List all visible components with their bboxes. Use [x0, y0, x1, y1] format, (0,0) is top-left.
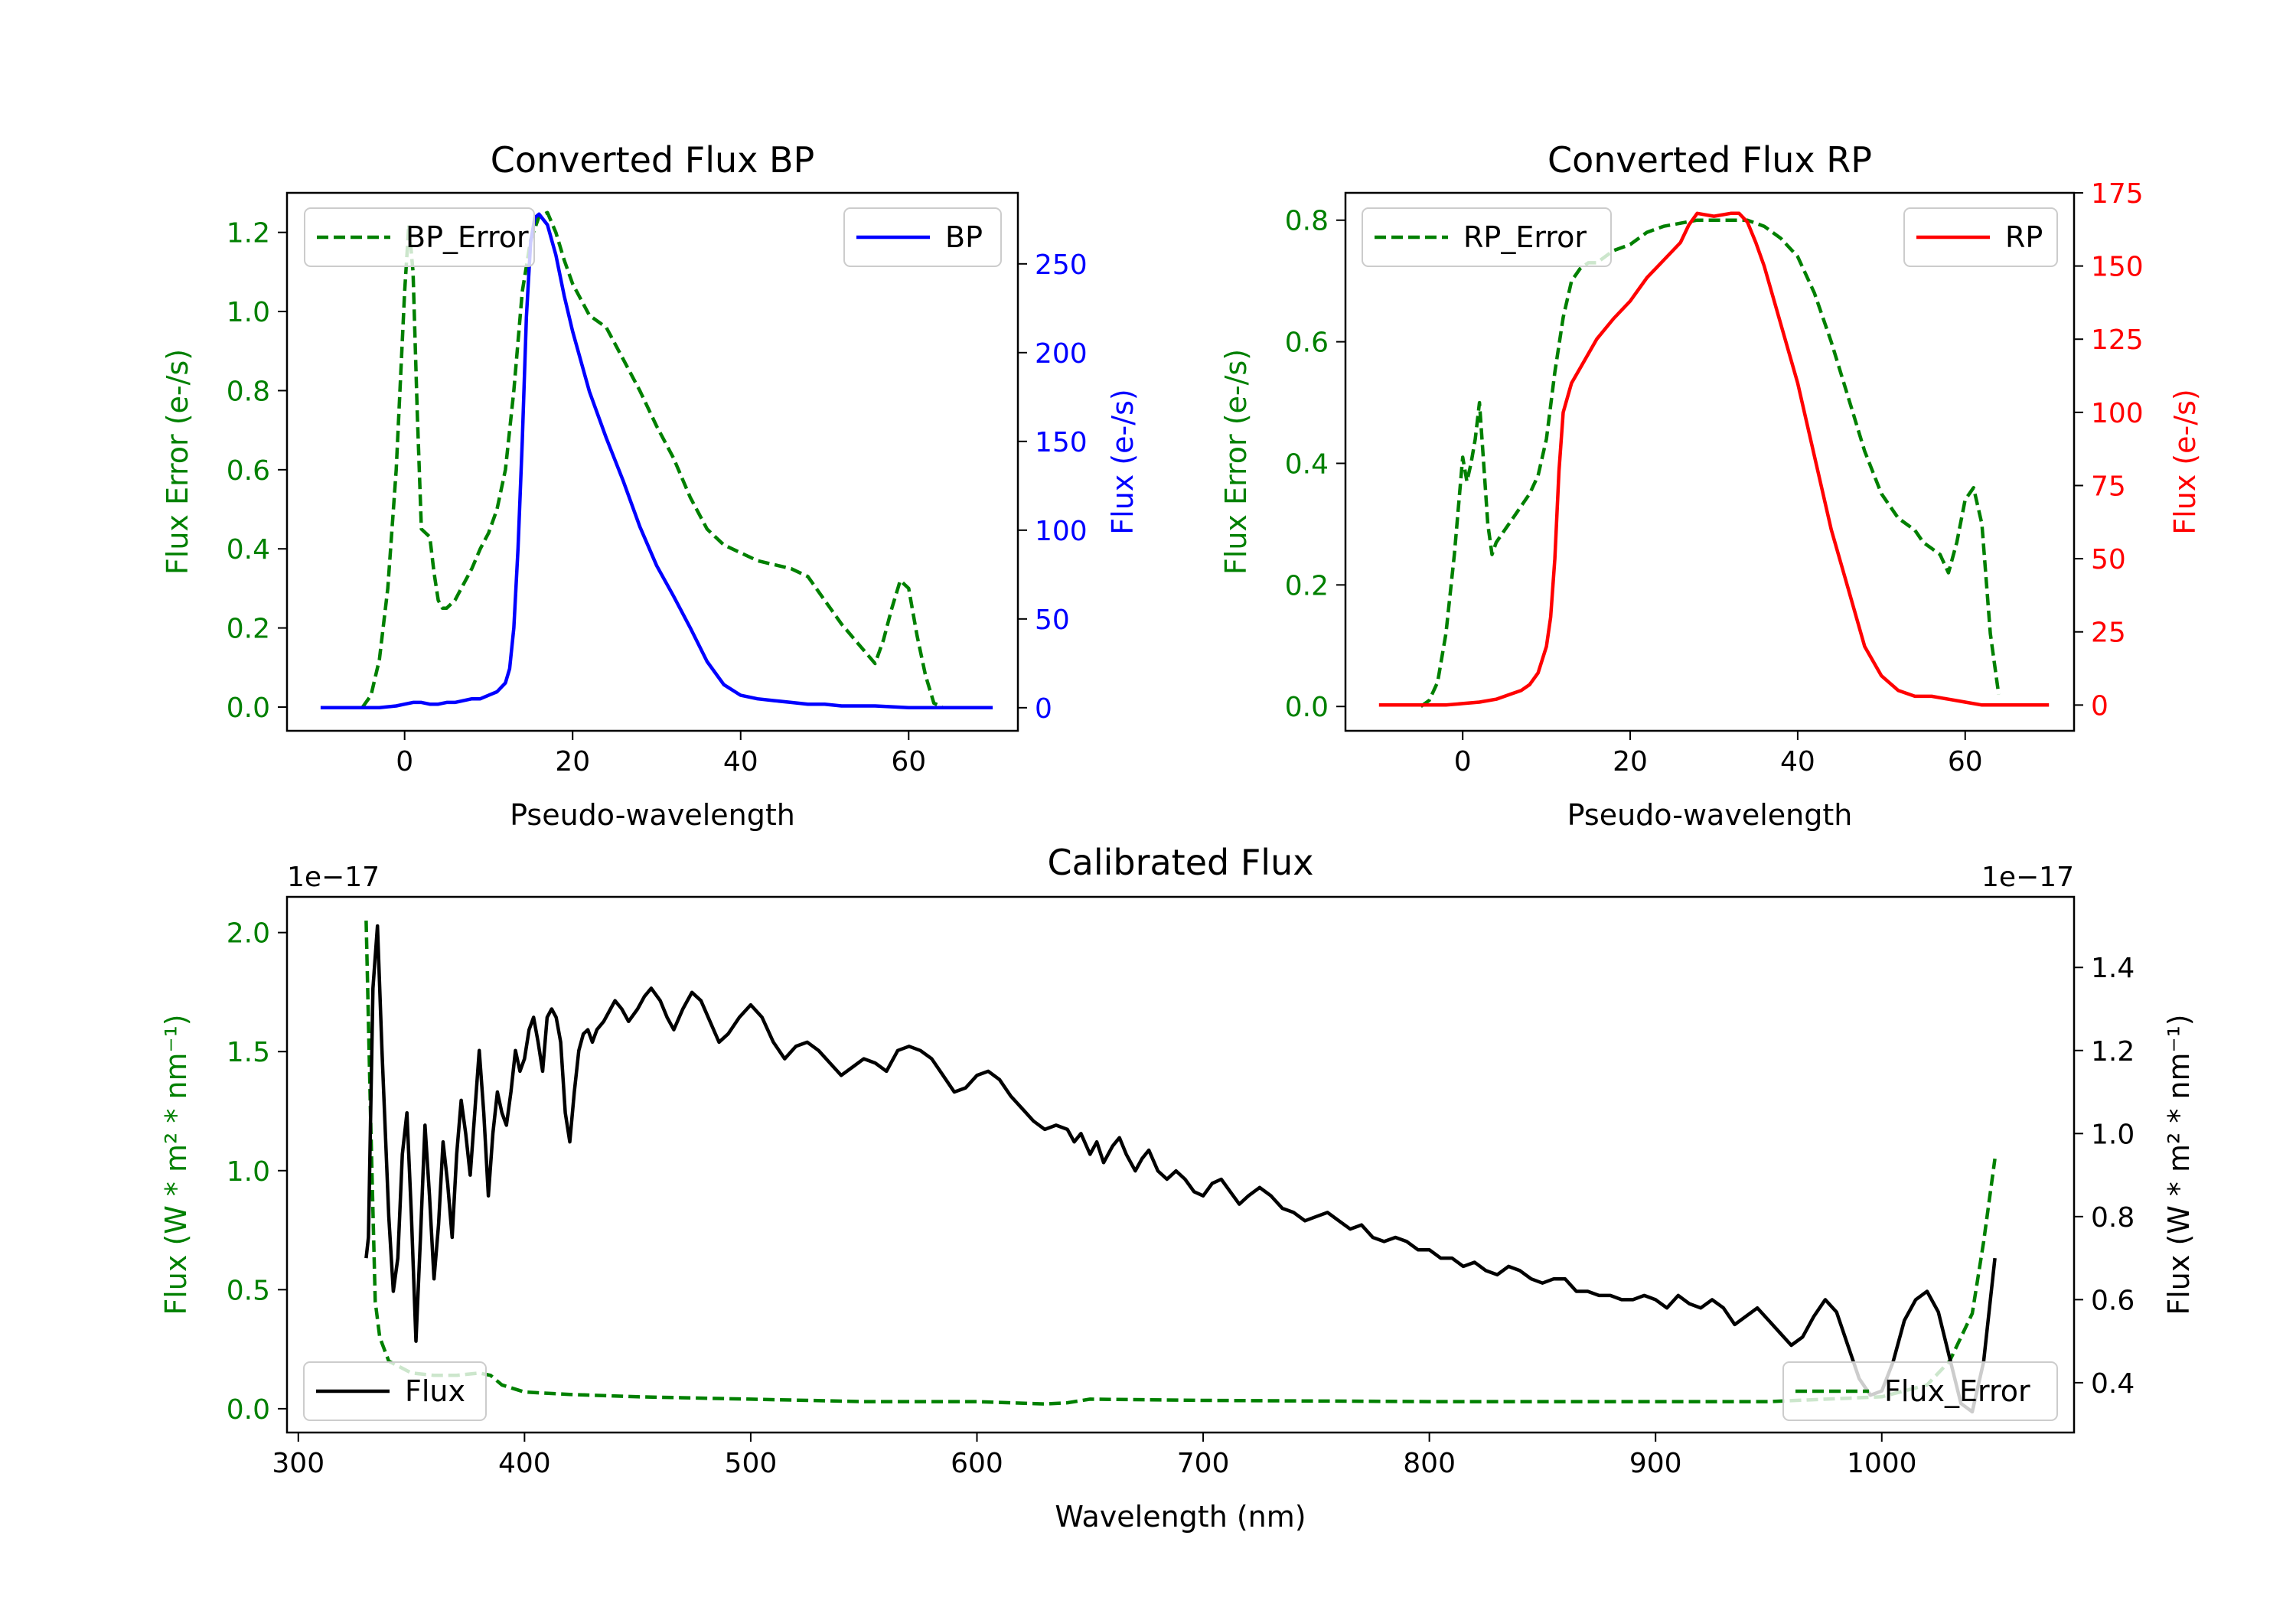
right-y-tick-label: 0.4 — [2091, 1368, 2135, 1400]
right-y-tick-label: 0 — [1035, 693, 1052, 725]
left-y-tick-label: 2.0 — [227, 918, 270, 950]
legend-box — [1782, 1361, 2058, 1421]
series-bp-error-line — [360, 210, 944, 709]
series-rp-error-line — [1420, 218, 2001, 709]
series-flux-line — [364, 924, 1997, 1414]
right-y-axis-label: Flux (e-/s) — [1106, 389, 1140, 534]
right-y-tick-label: 100 — [1035, 516, 1088, 547]
right-y-tick-label: 0.8 — [2091, 1202, 2135, 1234]
right-y-tick-label: 1.4 — [2091, 953, 2135, 984]
left-y-tick-label: 0.4 — [1285, 448, 1329, 480]
legend-label-rp-error: RP_Error — [1463, 220, 1587, 254]
x-tick-label: 40 — [723, 746, 758, 777]
plot-frame — [285, 191, 1019, 732]
right-y-axis-label: Flux (e-/s) — [2168, 389, 2202, 534]
left-y-tick-label: 0.8 — [1285, 206, 1329, 237]
x-axis-label: Wavelength (nm) — [1055, 1500, 1306, 1534]
x-tick-label: 300 — [272, 1448, 325, 1479]
right-y-tick-label: 75 — [2091, 471, 2126, 502]
right-y-tick-label: 50 — [2091, 544, 2126, 575]
chart-title: Converted Flux RP — [1548, 139, 1872, 181]
x-axis-label: Pseudo-wavelength — [510, 798, 795, 832]
x-tick-label: 500 — [725, 1448, 778, 1479]
chart-title: Calibrated Flux — [1048, 842, 1314, 883]
left-axis-multiplier: 1e−17 — [287, 862, 380, 893]
right-y-tick-label: 25 — [2091, 618, 2126, 649]
x-tick-label: 0 — [1454, 746, 1472, 777]
series-rp-line — [1378, 211, 2050, 707]
left-y-tick-label: 0.4 — [227, 534, 270, 566]
series-bp-line — [320, 212, 993, 710]
legend-box — [303, 1361, 487, 1421]
left-y-tick-label: 0.8 — [227, 376, 270, 407]
x-axis-label: Pseudo-wavelength — [1567, 798, 1853, 832]
legend-label-bp-error: BP_Error — [406, 220, 529, 254]
plot-frame — [285, 895, 2076, 1434]
left-y-tick-label: 0.5 — [227, 1275, 270, 1306]
right-y-tick-label: 0 — [2091, 690, 2108, 722]
left-y-tick-label: 1.0 — [227, 297, 270, 328]
left-y-tick-label: 1.0 — [227, 1156, 270, 1188]
right-y-tick-label: 1.2 — [2091, 1036, 2135, 1068]
legend-box — [304, 207, 535, 267]
left-y-tick-label: 0.0 — [227, 1394, 270, 1426]
right-y-tick-label: 100 — [2091, 398, 2144, 429]
right-axis-multiplier: 1e−17 — [1981, 862, 2074, 893]
right-y-tick-label: 250 — [1035, 249, 1088, 281]
left-y-tick-label: 0.2 — [1285, 570, 1329, 601]
chart-title: Converted Flux BP — [491, 139, 815, 181]
legend-label-flux: Flux — [405, 1374, 465, 1408]
right-y-tick-label: 125 — [2091, 324, 2144, 356]
x-tick-label: 20 — [1613, 746, 1648, 777]
left-y-tick-label: 0.0 — [1285, 692, 1329, 723]
x-tick-label: 800 — [1403, 1448, 1456, 1479]
right-y-tick-label: 150 — [1035, 427, 1088, 458]
x-tick-label: 400 — [498, 1448, 551, 1479]
right-y-tick-label: 50 — [1035, 605, 1070, 636]
x-tick-label: 1000 — [1847, 1448, 1917, 1479]
right-y-tick-label: 1.0 — [2091, 1119, 2135, 1150]
right-y-axis-label: Flux (W * m² * nm⁻¹) — [2162, 1014, 2196, 1315]
legend-box — [1362, 207, 1612, 267]
x-tick-label: 40 — [1780, 746, 1815, 777]
left-y-tick-label: 1.5 — [227, 1037, 270, 1068]
left-y-tick-label: 0.6 — [1285, 328, 1329, 359]
x-tick-label: 0 — [396, 746, 413, 777]
left-y-tick-label: 0.0 — [227, 693, 270, 724]
series-flux-error-line — [364, 921, 1997, 1406]
x-tick-label: 20 — [555, 746, 590, 777]
right-y-tick-label: 175 — [2091, 178, 2144, 210]
x-tick-label: 60 — [1948, 746, 1983, 777]
x-tick-label: 700 — [1177, 1448, 1230, 1479]
left-y-tick-label: 0.6 — [227, 455, 270, 487]
right-y-tick-label: 200 — [1035, 338, 1088, 370]
x-tick-label: 600 — [951, 1448, 1003, 1479]
left-y-axis-label: Flux Error (e-/s) — [161, 349, 194, 575]
left-y-tick-label: 0.2 — [227, 614, 270, 645]
legend-label-rp: RP — [2005, 220, 2043, 254]
legend-label-flux-error: Flux_Error — [1884, 1374, 2030, 1408]
legend-label-bp: BP — [945, 220, 983, 254]
plot-frame — [1344, 191, 2076, 732]
x-tick-label: 900 — [1629, 1448, 1682, 1479]
left-y-tick-label: 1.2 — [227, 218, 270, 249]
left-y-axis-label: Flux Error (e-/s) — [1219, 349, 1253, 575]
right-y-tick-label: 0.6 — [2091, 1285, 2135, 1316]
right-y-tick-label: 150 — [2091, 252, 2144, 283]
x-tick-label: 60 — [891, 746, 926, 777]
left-y-axis-label: Flux (W * m² * nm⁻¹) — [159, 1014, 193, 1315]
